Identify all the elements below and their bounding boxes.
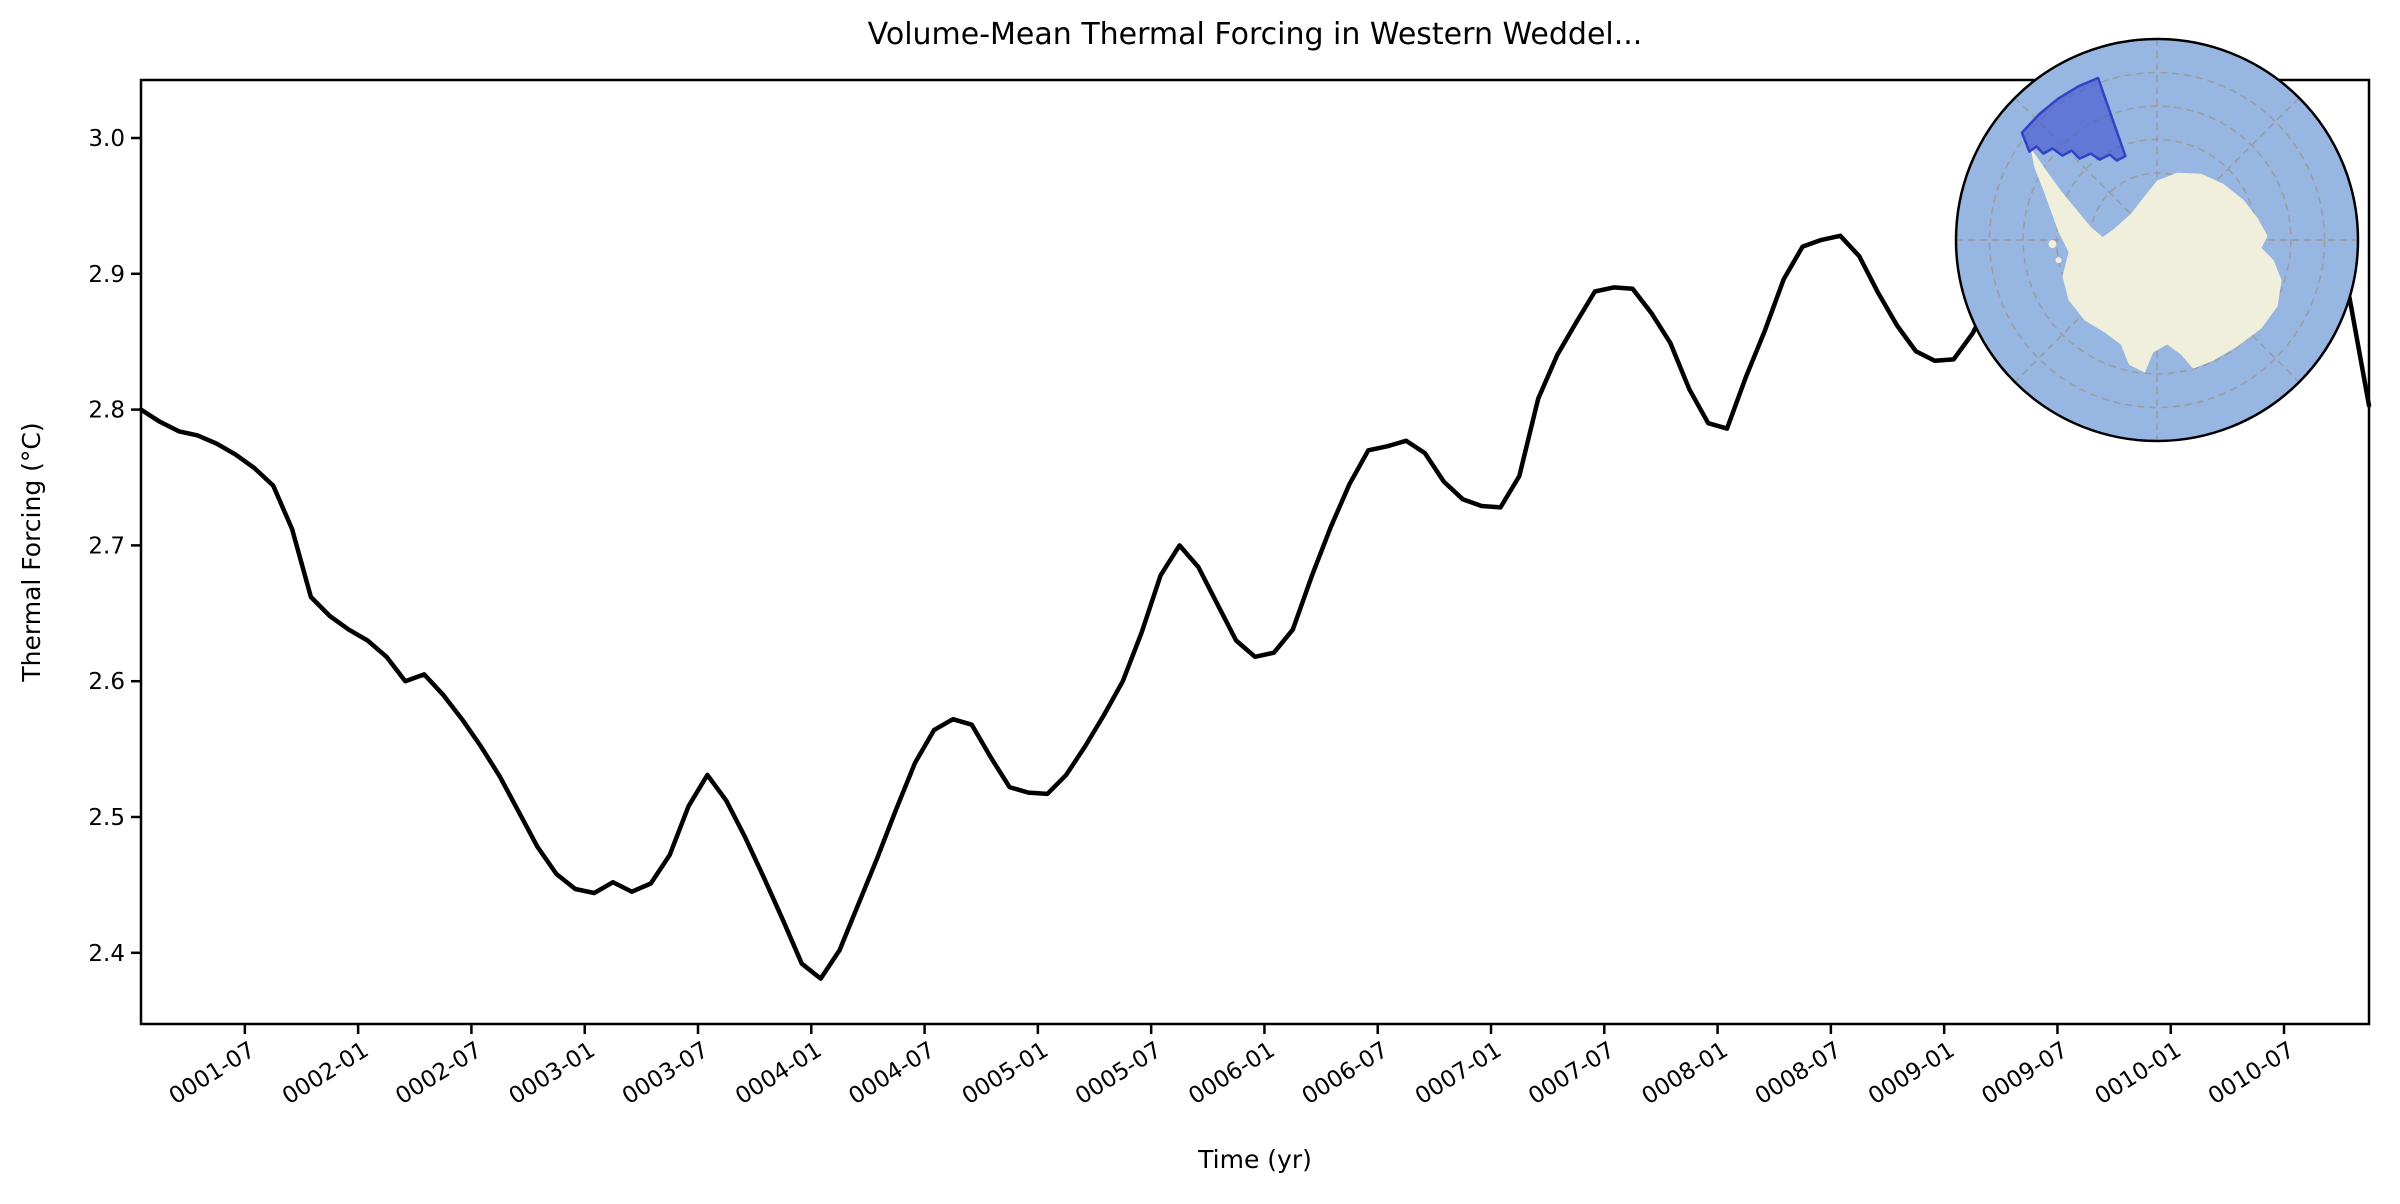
inset-border — [1954, 37, 2360, 443]
y-tick-label: 3.0 — [88, 126, 125, 152]
chart-title: Volume-Mean Thermal Forcing in Western W… — [868, 17, 1643, 52]
y-axis-label: Thermal Forcing (°C) — [17, 422, 46, 682]
axes-spines — [139, 78, 2371, 1026]
x-tick-label: 0001-07 — [165, 1037, 260, 1110]
x-axis-label: Time (yr) — [1197, 1145, 1312, 1174]
y-tick-label: 2.8 — [88, 398, 125, 424]
x-tick-label: 0002-01 — [278, 1037, 373, 1110]
antarctica-inset-map — [1954, 37, 2360, 443]
y-tick-label: 2.5 — [88, 805, 125, 831]
y-tick-label: 2.6 — [88, 669, 125, 695]
x-tick-label: 0007-07 — [1524, 1037, 1619, 1110]
y-axis-ticks: 2.4 2.5 2.6 2.7 2.8 2.9 3.0 — [88, 126, 141, 967]
x-tick-label: 0008-07 — [1751, 1037, 1846, 1110]
inset-antarctica-land — [2030, 147, 2282, 373]
y-tick-label: 2.4 — [88, 941, 125, 967]
x-tick-label: 0010-07 — [2204, 1037, 2299, 1110]
inset-parallel — [1988, 71, 2326, 409]
x-tick-label: 0005-01 — [958, 1037, 1053, 1110]
x-tick-label: 0002-07 — [391, 1037, 486, 1110]
inset-meridian — [2014, 97, 2300, 383]
x-tick-label: 0008-01 — [1637, 1037, 1732, 1110]
inset-highlight-region — [2020, 76, 2127, 162]
x-tick-label: 0009-07 — [1977, 1037, 2072, 1110]
inset-parallel — [2022, 105, 2292, 375]
x-tick-label: 0006-01 — [1184, 1037, 1279, 1110]
y-tick-label: 2.7 — [88, 533, 125, 559]
x-tick-label: 0004-07 — [844, 1037, 939, 1110]
y-tick-label: 2.9 — [88, 262, 125, 288]
x-tick-label: 0010-01 — [2091, 1037, 2186, 1110]
plot-frame — [139, 78, 2371, 1026]
x-tick-label: 0003-07 — [618, 1037, 713, 1110]
x-tick-label: 0004-01 — [731, 1037, 826, 1110]
inset-island — [2055, 257, 2062, 264]
inset-island — [2048, 240, 2057, 249]
x-axis-ticks: 0001-07 0002-01 0002-07 0003-01 0003-07 0004-… — [165, 1024, 2299, 1110]
x-tick-label: 0006-07 — [1298, 1037, 1393, 1110]
x-tick-label: 0005-07 — [1071, 1037, 1166, 1110]
x-tick-label: 0003-01 — [505, 1037, 600, 1110]
x-tick-label: 0007-01 — [1411, 1037, 1506, 1110]
x-tick-label: 0009-01 — [1864, 1037, 1959, 1110]
